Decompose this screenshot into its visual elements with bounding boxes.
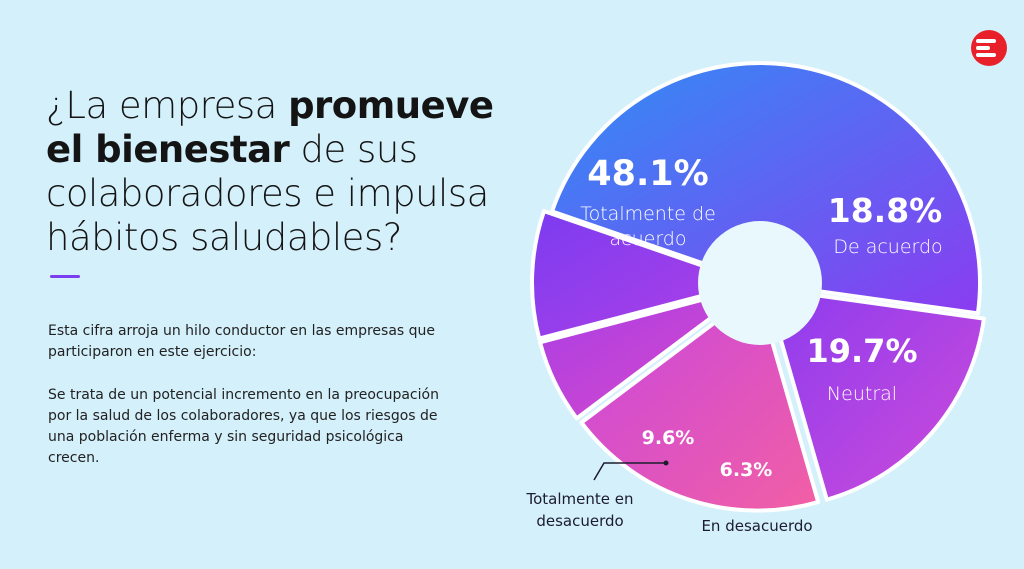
slice-name-label: En desacuerdo: [701, 517, 812, 535]
title-part-bold: promueve: [288, 84, 494, 127]
slice-name-label: Neutral: [827, 383, 897, 405]
slice-value-label: 18.8%: [828, 191, 943, 230]
pie-slice-0: [549, 61, 982, 316]
slice-value-label: 6.3%: [720, 459, 773, 481]
slice-value-label: 19.7%: [806, 332, 917, 370]
accent-divider: [50, 275, 80, 278]
pie-slice-4: [530, 209, 755, 341]
paragraph-1: Esta cifra arroja un hilo conductor en l…: [48, 323, 436, 360]
title-part: ¿La empresa: [46, 84, 289, 127]
slice-name-label: acuerdo: [610, 228, 687, 250]
leader-line: [593, 462, 666, 481]
title-part: de sus colaboradores e impulsa hábitos s…: [46, 128, 489, 259]
slice-name-label: De acuerdo: [833, 236, 942, 258]
slice-value-label: 9.6%: [642, 427, 695, 449]
leader-dot: [663, 460, 669, 466]
donut-center: [698, 221, 822, 345]
slice-name-label: desacuerdo: [536, 512, 623, 530]
brand-logo-icon: [971, 30, 1007, 66]
pie-slice-3: [538, 284, 755, 421]
title-part-bold: el bienestar: [46, 128, 290, 171]
body-text: Esta cifra arroja un hilo conductor en l…: [48, 321, 448, 491]
pie-slice-1: [764, 286, 986, 502]
slice-name-label: Totalmente en: [526, 490, 634, 508]
page-title: ¿La empresa promueve el bienestar de sus…: [46, 84, 516, 260]
slice-name-label: Totalmente de: [580, 203, 716, 225]
paragraph-2: Se trata de un potencial incremento en l…: [48, 387, 439, 466]
slice-value-label: 48.1%: [587, 154, 708, 194]
pie-slice-2: [579, 288, 821, 513]
